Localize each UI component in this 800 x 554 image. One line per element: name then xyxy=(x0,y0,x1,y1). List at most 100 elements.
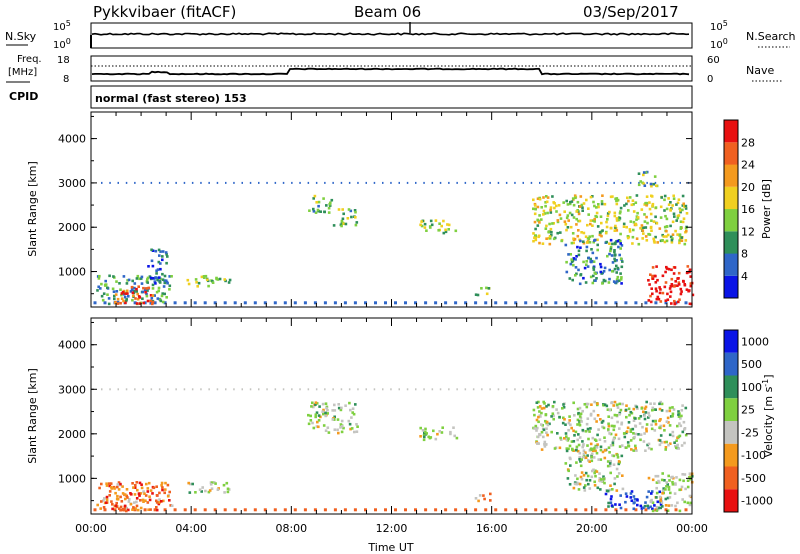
power-cell xyxy=(447,223,451,227)
power-cell xyxy=(620,282,623,285)
velocity-cell xyxy=(322,408,325,412)
velocity-cell xyxy=(633,436,636,439)
power-cell xyxy=(571,232,575,235)
power-cell xyxy=(646,221,649,225)
power-cell xyxy=(149,294,153,297)
power-cell xyxy=(678,239,681,242)
power-cell xyxy=(550,230,553,234)
power-cell xyxy=(431,181,434,184)
power-cell xyxy=(645,195,649,198)
velocity-cell xyxy=(93,508,97,512)
power-cell xyxy=(143,301,147,305)
power-cell xyxy=(679,227,683,230)
power-cell xyxy=(619,210,622,213)
velocity-cell xyxy=(119,505,123,509)
velocity-cell xyxy=(355,430,359,433)
velocity-cell xyxy=(537,442,540,445)
power-cell xyxy=(394,301,397,305)
power-cell xyxy=(608,268,611,272)
power-cell xyxy=(592,268,596,271)
power-cell xyxy=(538,241,541,245)
power-cell xyxy=(605,181,607,184)
velocity-cell xyxy=(565,447,569,450)
velocity-cell xyxy=(319,415,322,419)
power-cell xyxy=(127,295,130,298)
power-cell xyxy=(628,230,632,233)
velocity-cell xyxy=(208,489,212,492)
power-cell xyxy=(140,282,144,285)
power-cell xyxy=(566,214,570,217)
power-cell xyxy=(632,210,636,213)
power-cell xyxy=(585,241,589,244)
velocity-cell xyxy=(636,407,639,410)
velocity-cell xyxy=(657,479,660,483)
velocity-cell xyxy=(611,454,614,457)
velocity-cell xyxy=(664,508,668,512)
velocity-cell xyxy=(583,403,587,406)
velocity-xtick-label: 00:00 xyxy=(676,522,708,535)
velocity-cell xyxy=(565,435,568,438)
power-cell xyxy=(614,253,617,257)
velocity-cell xyxy=(474,497,478,500)
power-cell xyxy=(438,222,441,225)
power-cell xyxy=(97,277,101,280)
velocity-cell xyxy=(155,501,159,504)
velocity-cell xyxy=(321,410,324,413)
velocity-cell xyxy=(150,388,153,391)
power-cell xyxy=(567,219,570,222)
power-cell xyxy=(675,203,678,206)
velocity-cell xyxy=(555,388,557,391)
velocity-cell xyxy=(590,452,594,456)
velocity-cell xyxy=(623,432,626,435)
velocity-cell xyxy=(686,501,690,505)
velocity-cell xyxy=(683,427,687,430)
velocity-cell xyxy=(116,497,120,501)
power-cell xyxy=(681,208,684,212)
power-cell xyxy=(575,255,578,258)
velocity-cell xyxy=(655,505,659,509)
velocity-cell xyxy=(587,459,590,462)
velocity-cell xyxy=(134,388,136,391)
velocity-cell xyxy=(133,486,137,489)
power-cell xyxy=(481,181,483,184)
velocity-cell xyxy=(619,408,623,412)
velocity-cell xyxy=(201,486,204,489)
power-cell xyxy=(673,215,676,218)
velocity-cell xyxy=(155,494,159,497)
velocity-cell xyxy=(348,388,351,391)
power-cell xyxy=(595,215,599,219)
power-cell xyxy=(663,225,667,229)
power-cell xyxy=(161,292,164,295)
power-cell xyxy=(99,287,102,290)
velocity-cell xyxy=(444,508,448,512)
velocity-cell xyxy=(603,481,606,485)
velocity-cell xyxy=(658,495,662,499)
velocity-cell xyxy=(574,508,578,512)
power-cell xyxy=(603,266,607,270)
velocity-ytick-label: 3000 xyxy=(58,383,86,396)
power-cell xyxy=(613,214,617,218)
velocity-cell xyxy=(608,408,612,412)
power-cell xyxy=(659,288,662,291)
velocity-cell xyxy=(658,443,662,447)
velocity-cell xyxy=(489,499,492,502)
power-cell xyxy=(505,181,508,184)
power-cell xyxy=(562,201,565,204)
power-cell xyxy=(656,295,660,299)
velocity-cell xyxy=(639,438,642,442)
velocity-cell xyxy=(448,388,450,391)
velocity-cell xyxy=(207,490,211,494)
velocity-cell xyxy=(610,401,613,405)
velocity-cell xyxy=(651,419,655,423)
velocity-cell xyxy=(135,481,139,484)
power-cell xyxy=(648,283,651,286)
power-cell xyxy=(677,198,681,201)
power-cell xyxy=(622,222,626,226)
power-cell xyxy=(673,302,677,305)
velocity-cell xyxy=(484,508,488,512)
power-cell xyxy=(598,233,602,237)
velocity-cell xyxy=(550,430,553,434)
velocity-cell xyxy=(439,388,442,391)
velocity-cell xyxy=(644,501,647,504)
power-cell xyxy=(616,239,620,243)
